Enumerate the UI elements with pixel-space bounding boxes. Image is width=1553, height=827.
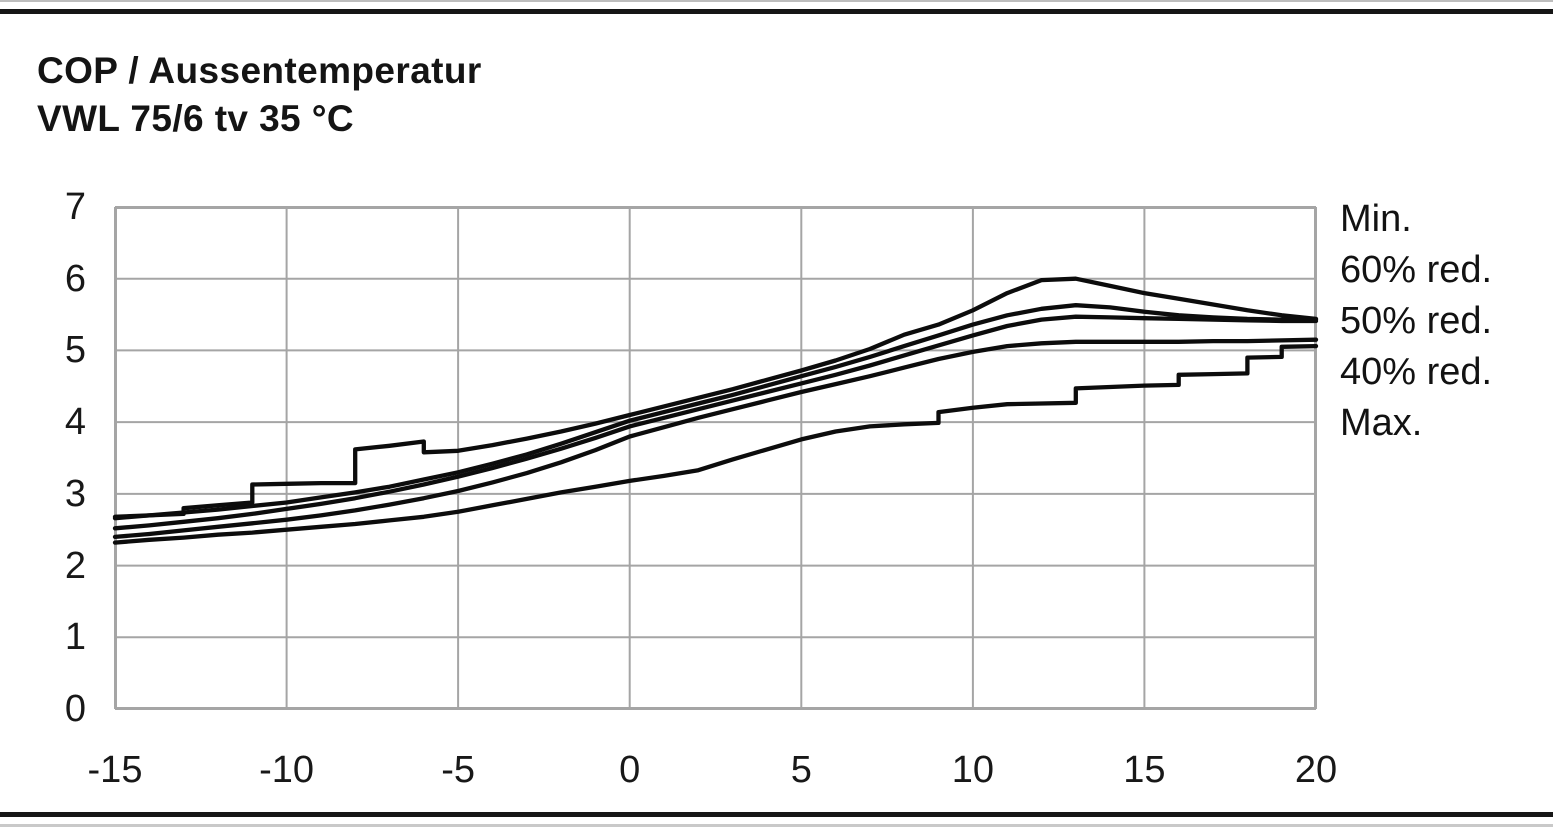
chart-title: COP / Aussentemperatur <box>37 50 482 91</box>
x-tick-label: 15 <box>1123 749 1166 791</box>
x-tick-label: -5 <box>441 749 476 791</box>
title-block: COP / Aussentemperatur VWL 75/6 tv 35 °C <box>37 47 482 143</box>
legend-item: Min. <box>1340 198 1412 240</box>
x-tick-label: 0 <box>619 749 641 791</box>
series-line-1 <box>112 303 1319 521</box>
legend-item: 50% red. <box>1340 300 1493 342</box>
page-edge-top <box>0 0 1553 2</box>
plot-area <box>112 206 1319 710</box>
y-tick-label: 2 <box>64 544 86 587</box>
series-line-4 <box>112 343 1319 545</box>
y-tick-label: 0 <box>64 688 86 730</box>
legend-item: 60% red. <box>1340 249 1493 291</box>
legend-item: Max. <box>1340 402 1423 444</box>
legend-item: 40% red. <box>1340 351 1493 393</box>
series-line-0 <box>112 276 1319 519</box>
y-tick-label: 7 <box>64 186 86 228</box>
x-tick-label: 10 <box>951 749 994 791</box>
chart-subtitle: VWL 75/6 tv 35 °C <box>37 98 355 139</box>
series-line-3 <box>112 337 1319 540</box>
y-tick-label: 3 <box>64 472 86 515</box>
x-tick-label: 5 <box>790 749 812 791</box>
y-tick-label: 5 <box>64 329 86 372</box>
x-tick-label: -10 <box>259 749 315 791</box>
x-tick-label: -15 <box>87 749 143 791</box>
x-tick-label: 20 <box>1294 749 1338 791</box>
y-tick-label: 6 <box>64 257 86 300</box>
bottom-rule <box>0 812 1553 817</box>
y-tick-label: 4 <box>64 401 86 444</box>
legend: Min. 60% red. 50% red. 40% red. Max. <box>1340 194 1492 449</box>
plot-border <box>115 207 1316 709</box>
y-tick-label: 1 <box>64 616 86 659</box>
series-line-2 <box>112 314 1319 531</box>
page-edge-bottom <box>0 824 1553 827</box>
top-rule <box>0 9 1553 14</box>
